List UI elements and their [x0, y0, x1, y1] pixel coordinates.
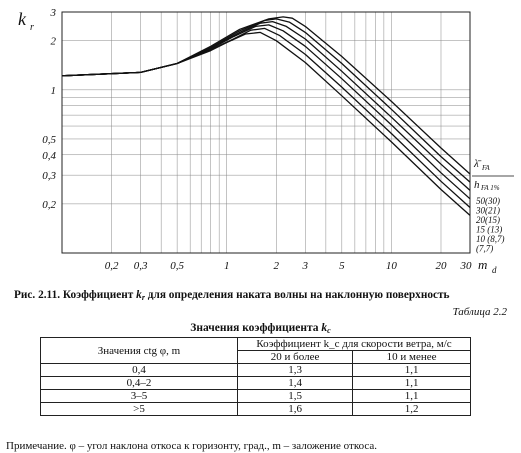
legend-title-top-sub: FA — [481, 164, 490, 172]
y-tick-label: 3 — [50, 7, 57, 19]
x-tick-label: 10 — [386, 260, 398, 272]
x-tick-label: 1 — [224, 260, 230, 272]
legend-entry: 30(21) — [475, 206, 500, 216]
ctg-cell: >5 — [40, 402, 238, 416]
x-tick-label: 20 — [435, 260, 447, 272]
table-title-symbol: k — [321, 322, 328, 334]
series-line — [61, 18, 471, 183]
kc-table: Значения ctg φ, m Коэффициент k_c для ск… — [40, 337, 471, 416]
y-tick-label: 0,5 — [42, 134, 56, 146]
group-header: Коэффициент k_c для скорости ветра, м/с — [237, 337, 471, 351]
kc-10-cell: 1,2 — [352, 402, 471, 416]
y-tick-label: 1 — [51, 85, 57, 97]
kc-20-cell: 1,6 — [236, 402, 354, 416]
kc-10-cell: 1,1 — [352, 376, 471, 390]
plot-frame — [61, 11, 471, 254]
table-title: Значения коэффициента kc — [0, 322, 521, 335]
x-tick-label: 0,5 — [170, 260, 184, 272]
caption-symbol: k — [136, 289, 142, 301]
table-note: Примечание. φ – угол наклона откоса к го… — [6, 440, 378, 452]
legend-title-top: λ̄ — [473, 158, 482, 170]
caption-sub: r — [141, 293, 145, 302]
table-row: 0,4–2 1,4 1,1 — [40, 376, 471, 390]
x-tick-label: 3 — [302, 260, 309, 272]
caption-rest: для определения наката волны на наклонну… — [147, 289, 450, 301]
y-axis-label: k — [18, 9, 27, 29]
y-tick-label: 2 — [51, 36, 57, 48]
table-title-sub: c — [327, 326, 331, 335]
x-tick-label: 30 — [460, 260, 473, 272]
table-row: 3–5 1,5 1,1 — [40, 389, 471, 403]
sub-header-10: 10 и менее — [352, 350, 471, 364]
series-line — [61, 20, 471, 191]
figure-caption: Рис. 2.11. Коэффициент kr для определени… — [14, 289, 514, 302]
kc-10-cell: 1,1 — [352, 389, 471, 403]
chart-grid — [61, 11, 471, 254]
x-tick-label: 0,3 — [134, 260, 148, 272]
kc-20-cell: 1,3 — [236, 363, 354, 377]
table-title-prefix: Значения коэффициента — [190, 322, 319, 334]
table-number: Таблица 2.2 — [452, 306, 507, 318]
chart-legend: λ̄ FAh FA 1% 50(30)30(21)20(15)15 (13)10 (8… — [472, 158, 514, 254]
x-axis-label: m — [478, 257, 487, 272]
chart-ticks: 0,2 0,3 0,5 1 2 3 5 10 20 30 3 2 1 0,5 0,4 0,3 0,2 k r m d — [18, 7, 497, 275]
legend-entry: 10 (8,7) — [476, 234, 505, 244]
table-row: >5 1,6 1,2 — [40, 402, 471, 416]
ctg-cell: 0,4–2 — [40, 376, 238, 390]
x-axis-label-sub: d — [492, 265, 497, 275]
x-tick-label: 0,2 — [105, 260, 119, 272]
series-line — [61, 31, 471, 216]
y-tick-label: 0,3 — [42, 170, 56, 182]
legend-entry: (7,7) — [476, 244, 493, 254]
y-tick-label: 0,2 — [42, 199, 56, 211]
sub-header-20: 20 и более — [236, 350, 354, 364]
legend-entry: 50(30) — [476, 196, 500, 206]
legend-entry: 20(15) — [476, 215, 500, 225]
kr-chart: 0,2 0,3 0,5 1 2 3 5 10 20 30 3 2 1 0,5 0,4 0,3 0,2 k r m d λ… — [18, 7, 514, 275]
kc-20-cell: 1,4 — [236, 376, 354, 390]
x-tick-label: 2 — [274, 260, 280, 272]
x-tick-label: 5 — [339, 260, 345, 272]
y-axis-label-sub: r — [30, 22, 34, 33]
kc-10-cell: 1,1 — [352, 363, 471, 377]
caption-prefix: Рис. 2.11. Коэффициент — [14, 289, 134, 301]
table-row: 0,4 1,3 1,1 — [40, 363, 471, 377]
series-line — [61, 24, 471, 200]
kc-20-cell: 1,5 — [236, 389, 354, 403]
col1-header: Значения ctg φ, m — [40, 337, 238, 364]
legend-title-bottom: h — [474, 179, 480, 191]
y-tick-label: 0,4 — [42, 150, 56, 162]
chart-curves — [61, 16, 471, 216]
ctg-cell: 3–5 — [40, 389, 238, 403]
ctg-cell: 0,4 — [40, 363, 238, 377]
legend-entry: 15 (13) — [476, 225, 502, 235]
legend-title-bottom-sub: FA 1% — [480, 184, 500, 192]
